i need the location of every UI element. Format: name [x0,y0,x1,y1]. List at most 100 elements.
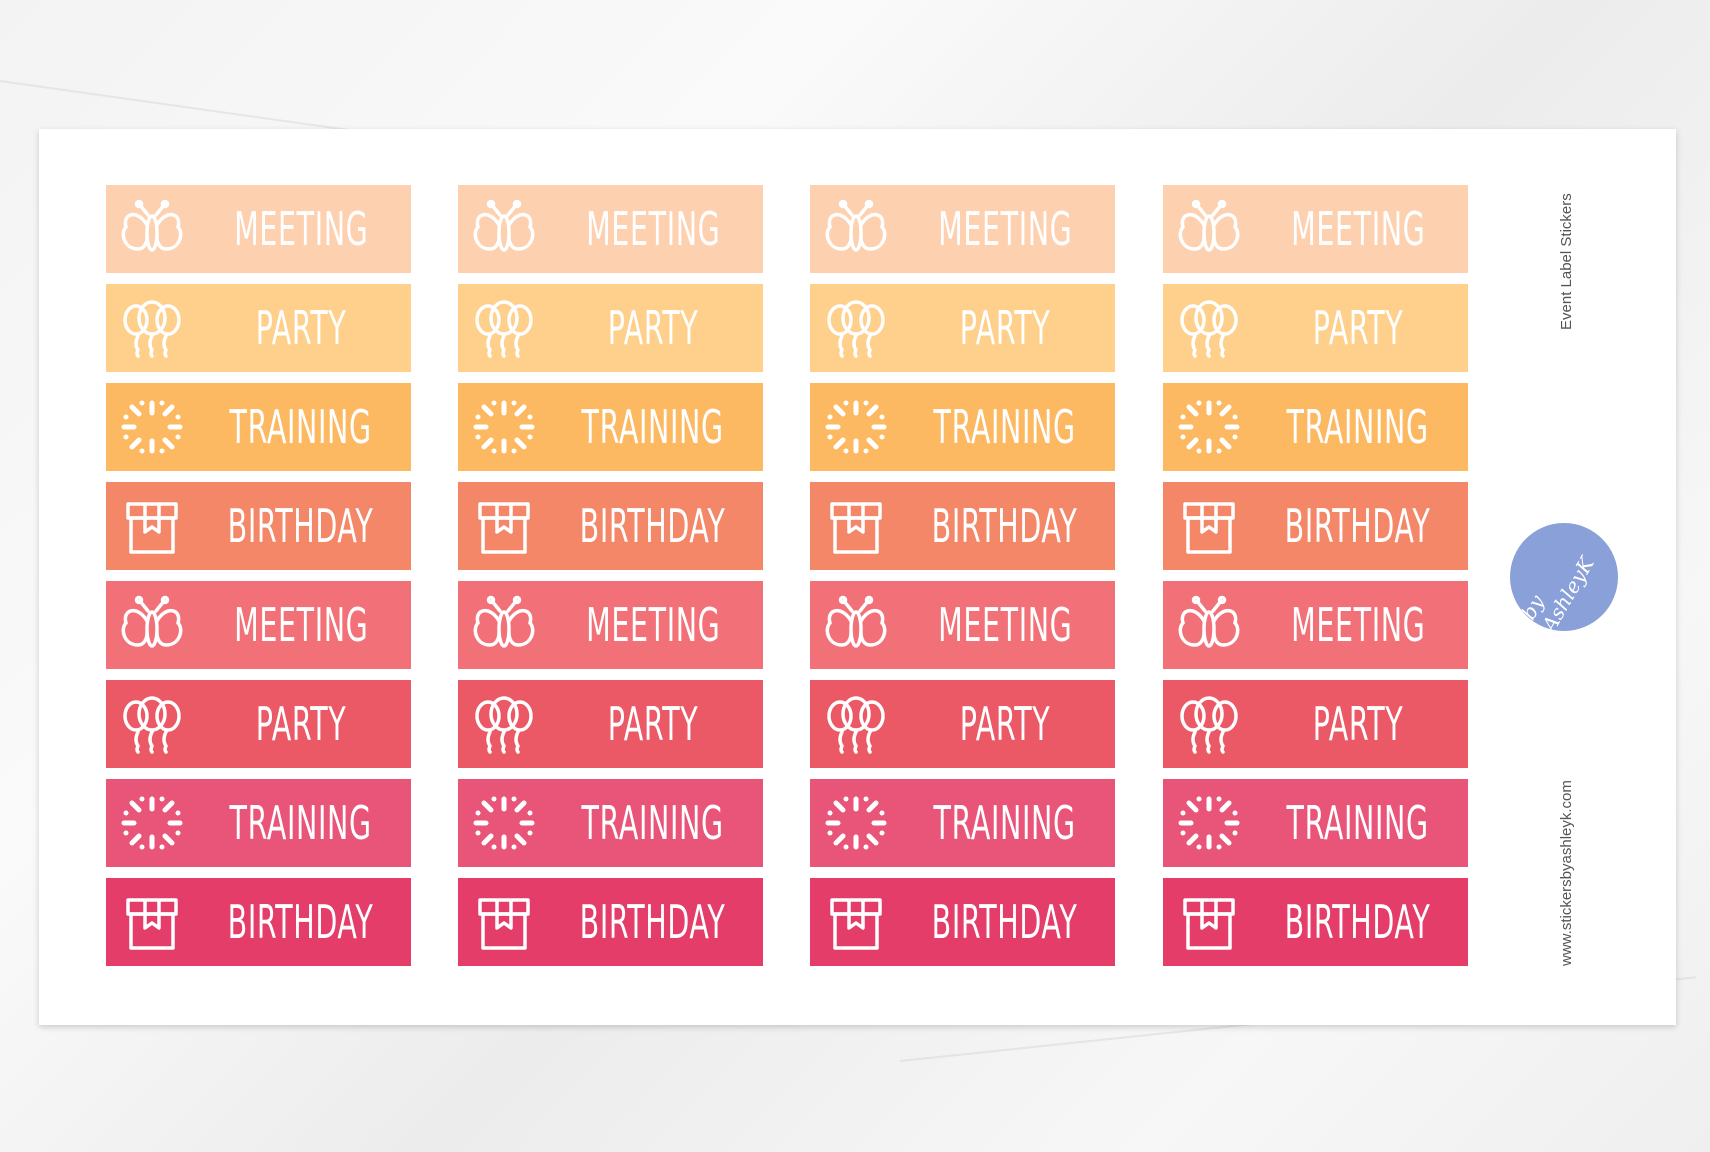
brand-logo: by AshleyK [1510,523,1618,636]
balloons-icon [827,300,885,358]
sticker-label-text: BIRTHDAY [580,895,726,949]
sticker-label: MEETING [191,581,411,669]
sticker-label-text: PARTY [255,697,347,751]
sticker-label-text: BIRTHDAY [932,895,1078,949]
butterfly-icon [1178,595,1240,648]
sticker-label: MEETING [543,185,763,273]
gift-icon [830,502,882,554]
sticker-label: TRAINING [543,383,763,471]
sticker-label-text: PARTY [959,697,1051,751]
sticker-label: BIRTHDAY [191,878,411,966]
sticker-birthday: BIRTHDAY [810,878,1115,966]
sticker-label: BIRTHDAY [895,878,1115,966]
gift-icon [126,502,178,554]
butterfly-icon [825,595,887,648]
sticker-label-text: TRAINING [581,796,725,850]
sticker-training: TRAINING [810,779,1115,867]
gift-icon [126,898,178,950]
sticker-meeting: MEETING [1163,581,1468,669]
sticker-birthday: BIRTHDAY [106,878,411,966]
balloons-icon [1180,696,1238,754]
sticker-label: MEETING [191,185,411,273]
sticker-label: PARTY [543,680,763,768]
sticker-label-text: BIRTHDAY [1285,499,1431,553]
balloons-icon [475,696,533,754]
sticker-meeting: MEETING [106,185,411,273]
sticker-label-text: TRAINING [229,796,373,850]
sunburst-icon [121,400,183,454]
sticker-label-text: PARTY [255,301,347,355]
balloons-icon [123,300,181,358]
sticker-label: PARTY [1248,680,1468,768]
sticker-party: PARTY [458,680,763,768]
sticker-label: PARTY [1248,284,1468,372]
sticker-party: PARTY [810,680,1115,768]
sticker-birthday: BIRTHDAY [458,482,763,570]
sticker-label: MEETING [895,185,1115,273]
sticker-training: TRAINING [1163,383,1468,471]
sticker-label-text: MEETING [585,202,721,256]
sticker-label: PARTY [543,284,763,372]
sticker-sheet: MEETING PARTY TRAINING BIRTHDAY MEETING PARTY… [39,129,1676,1025]
sticker-label: BIRTHDAY [543,482,763,570]
sticker-birthday: BIRTHDAY [810,482,1115,570]
sticker-label-text: MEETING [585,598,721,652]
butterfly-icon [1178,199,1240,252]
sticker-label: TRAINING [191,383,411,471]
sticker-label-text: BIRTHDAY [932,499,1078,553]
sticker-label-text: TRAINING [933,796,1077,850]
sticker-label: BIRTHDAY [543,878,763,966]
sticker-label: PARTY [895,284,1115,372]
sticker-label-text: BIRTHDAY [228,499,374,553]
sticker-label: MEETING [895,581,1115,669]
sticker-label-text: PARTY [1312,301,1404,355]
sticker-training: TRAINING [106,383,411,471]
butterfly-icon [825,199,887,252]
sticker-party: PARTY [1163,680,1468,768]
sticker-label-text: MEETING [1290,598,1426,652]
sticker-party: PARTY [1163,284,1468,372]
gift-icon [478,502,530,554]
sticker-party: PARTY [106,284,411,372]
butterfly-icon [121,595,183,648]
butterfly-icon [473,595,535,648]
sticker-label: MEETING [1248,581,1468,669]
sunburst-icon [473,796,535,850]
sticker-label-text: TRAINING [933,400,1077,454]
sticker-label-text: TRAINING [229,400,373,454]
sheet-title: Event Label Stickers [1558,193,1575,330]
sticker-meeting: MEETING [106,581,411,669]
sticker-meeting: MEETING [810,581,1115,669]
sticker-birthday: BIRTHDAY [1163,878,1468,966]
sticker-label: BIRTHDAY [1248,878,1468,966]
balloons-icon [123,696,181,754]
sticker-label: MEETING [1248,185,1468,273]
sticker-label: MEETING [543,581,763,669]
sticker-label-text: PARTY [1312,697,1404,751]
sticker-label-text: TRAINING [581,400,725,454]
sticker-label: TRAINING [1248,383,1468,471]
sticker-label-text: PARTY [959,301,1051,355]
sticker-party: PARTY [810,284,1115,372]
gift-icon [830,898,882,950]
sticker-label: TRAINING [543,779,763,867]
website-url: www.stickersbyashleyk.com [1558,780,1575,966]
sunburst-icon [1178,796,1240,850]
sticker-meeting: MEETING [1163,185,1468,273]
sticker-training: TRAINING [458,383,763,471]
sticker-label-text: PARTY [607,301,699,355]
sticker-label-text: BIRTHDAY [1285,895,1431,949]
sticker-label-text: PARTY [607,697,699,751]
butterfly-icon [121,199,183,252]
sticker-label: BIRTHDAY [1248,482,1468,570]
sticker-label: PARTY [895,680,1115,768]
sticker-label: TRAINING [895,383,1115,471]
sticker-meeting: MEETING [458,581,763,669]
sticker-training: TRAINING [458,779,763,867]
sticker-party: PARTY [458,284,763,372]
sticker-label-text: TRAINING [1286,796,1430,850]
sticker-birthday: BIRTHDAY [458,878,763,966]
butterfly-icon [473,199,535,252]
sticker-label-text: BIRTHDAY [580,499,726,553]
sticker-label: BIRTHDAY [191,482,411,570]
